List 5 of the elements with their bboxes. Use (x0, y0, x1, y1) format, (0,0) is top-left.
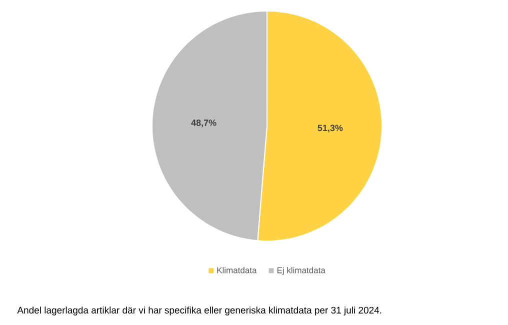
data-label: 48,7% (191, 120, 216, 128)
legend-label: Klimatdata (217, 267, 257, 274)
legend-label: Ej klimatdata (277, 267, 326, 275)
text: Andel lagerlagda artiklar där vi har specifika eller generiska klimatdata per 31 juli 2024. (17, 306, 382, 316)
data-label: 51,3% (318, 124, 343, 132)
